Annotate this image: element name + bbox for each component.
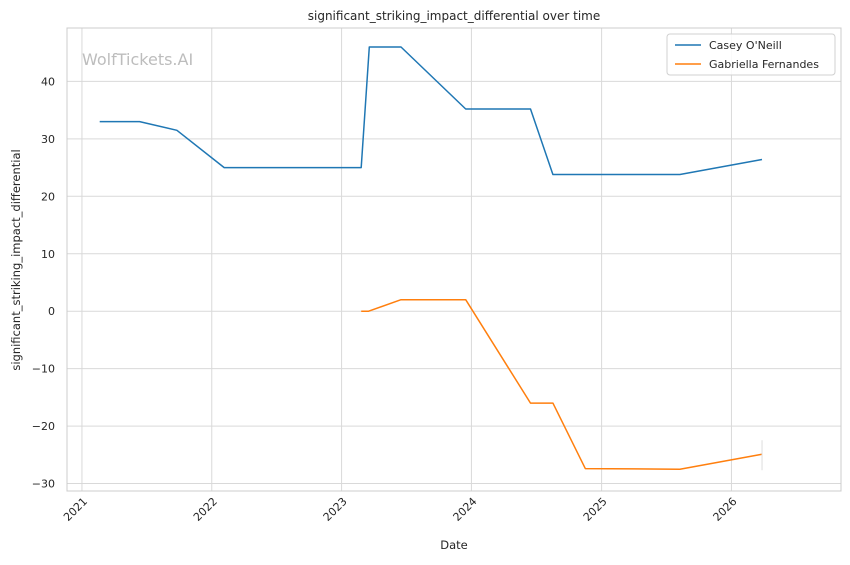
data-point (529, 108, 531, 110)
data-point (368, 46, 370, 48)
grid (67, 28, 841, 491)
x-tick-label: 2025 (581, 495, 610, 524)
series-line-0 (99, 46, 763, 176)
y-tick-label: 0 (48, 305, 55, 318)
legend-box (666, 33, 836, 76)
x-tick-labels: 2021 2022 2023 2024 2025 2026 (61, 495, 739, 524)
series-line-1 (361, 298, 763, 470)
plot-area-frame (66, 27, 842, 492)
data-point (99, 120, 101, 122)
data-point (761, 158, 763, 160)
x-axis-label: Date (440, 538, 468, 552)
data-point (223, 166, 225, 168)
data-point (400, 299, 402, 301)
x-tick-label: 2022 (191, 495, 220, 524)
data-point (552, 402, 554, 404)
data-point (679, 173, 681, 175)
x-tick-label: 2021 (61, 495, 90, 524)
data-point (176, 129, 178, 131)
y-tick-label: −10 (32, 363, 55, 376)
series-lines (99, 46, 763, 471)
y-tick-label: −20 (32, 420, 55, 433)
watermark: WolfTickets.AI (82, 50, 193, 69)
legend-label-gabriella-fernandes: Gabriella Fernandes (709, 58, 819, 71)
legend: Casey O'Neill Gabriella Fernandes (666, 33, 836, 76)
y-tick-label: 10 (41, 248, 55, 261)
data-point (400, 46, 402, 48)
y-axis-label: significant_striking_impact_differential (9, 149, 23, 370)
y-tick-label: 40 (41, 75, 55, 88)
legend-label-casey-oneill: Casey O'Neill (709, 39, 782, 52)
y-tick-labels: 40 30 20 10 0 −10 −20 −30 (32, 75, 55, 490)
data-point (584, 467, 586, 469)
data-point (360, 166, 362, 168)
x-tick-label: 2026 (711, 495, 740, 524)
data-point (367, 310, 369, 312)
x-tick-label: 2023 (321, 495, 350, 524)
data-point (529, 402, 531, 404)
y-tick-label: 20 (41, 190, 55, 203)
data-point (360, 310, 362, 312)
data-point (465, 299, 467, 301)
chart-title: significant_striking_impact_differential… (308, 9, 600, 23)
y-tick-label: 30 (41, 133, 55, 146)
data-point (138, 120, 140, 122)
data-point (465, 108, 467, 110)
data-point (679, 468, 681, 470)
data-point (552, 173, 554, 175)
x-tick-label: 2024 (451, 495, 480, 524)
y-tick-label: −30 (32, 478, 55, 491)
